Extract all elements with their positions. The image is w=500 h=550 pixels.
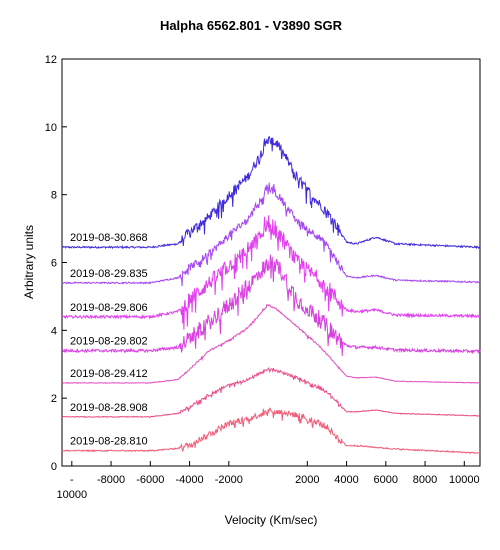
- series-line: [62, 215, 480, 330]
- y-tick-label: 4: [51, 325, 57, 337]
- x-tick-label: 6000: [374, 474, 398, 486]
- x-tick-label: 10000: [449, 474, 480, 486]
- series-line: [61, 182, 481, 287]
- x-tick-label: 4000: [334, 474, 358, 486]
- series-label: 2019-08-30.868: [70, 232, 148, 244]
- series-line: [61, 366, 481, 418]
- y-tick-label: 2: [51, 393, 57, 405]
- series-line: [61, 135, 481, 250]
- y-tick-label: 12: [45, 54, 57, 66]
- series-layer: [61, 135, 481, 455]
- y-tick-label: 6: [51, 258, 57, 270]
- series-label: 2019-08-29.806: [70, 302, 148, 314]
- y-axis-label: Arbitrary units: [22, 225, 36, 299]
- tick-layer: 0 2 4 6 8 10 12 -10000 -8000 -6000 -4000 -2000 2000 4…: [45, 54, 480, 501]
- x-axis-label: Velocity (Km/sec): [225, 513, 318, 527]
- x-tick-label: -8000: [97, 474, 125, 486]
- y-tick-label: 0: [51, 461, 57, 473]
- x-tick-label: -6000: [136, 474, 164, 486]
- series-label: 2019-08-28.810: [70, 436, 148, 448]
- y-tick-label: 10: [45, 122, 57, 134]
- chart-title: Halpha 6562.801 - V3890 SGR: [160, 18, 343, 33]
- x-tick-label: -10000: [57, 474, 88, 501]
- series-line: [61, 254, 481, 356]
- series-label: 2019-08-28.908: [70, 402, 148, 414]
- x-tick-label: -2000: [215, 474, 243, 486]
- series-label: 2019-08-29.835: [70, 268, 148, 280]
- x-tick-label: 8000: [413, 474, 437, 486]
- x-tick-label: 2000: [295, 474, 319, 486]
- x-tick-label: -4000: [175, 474, 203, 486]
- y-tick-label: 8: [51, 190, 57, 202]
- series-label: 2019-08-29.412: [70, 368, 148, 380]
- series-label-layer: 2019-08-30.868 2019-08-29.835 2019-08-29.8…: [70, 232, 148, 447]
- series-label: 2019-08-29.802: [70, 336, 148, 348]
- series-line: [61, 303, 481, 384]
- series-line: [61, 407, 481, 455]
